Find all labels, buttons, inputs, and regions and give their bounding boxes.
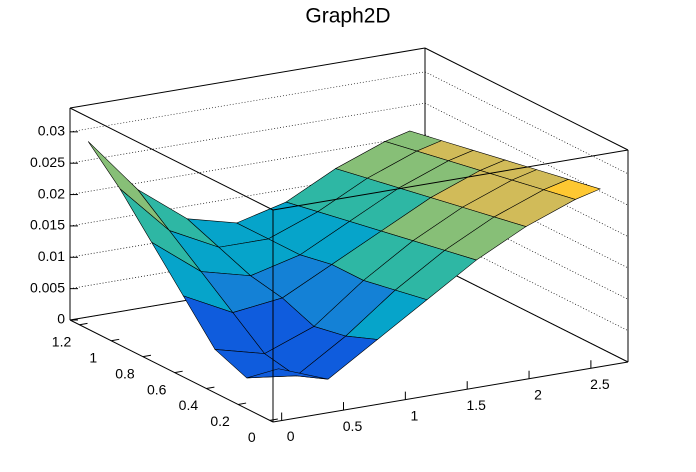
z-tick-label: 0.02 [38, 185, 65, 201]
box-edge [69, 319, 274, 423]
y-tick [111, 338, 120, 342]
y-tick-label: 0.2 [210, 413, 230, 429]
y-tick-label: 1 [89, 349, 97, 365]
x-tick-label: 2.5 [590, 376, 610, 392]
y-tick [142, 354, 152, 358]
y-tick-label: 0.8 [115, 365, 135, 381]
z-tick-label: 0.025 [30, 154, 65, 170]
y-tick [206, 386, 215, 390]
x-tick-label: 2 [534, 386, 542, 402]
surface-cell [246, 368, 329, 380]
z-tick-label: 0.005 [30, 279, 65, 295]
y-tick [79, 322, 88, 326]
y-tick [174, 370, 183, 374]
x-tick-label: 0 [287, 428, 295, 444]
y-tick-label: 0.4 [179, 397, 199, 413]
x-tick-label: 1 [410, 407, 418, 423]
y-tick [269, 418, 278, 421]
box-edge [424, 47, 629, 151]
y-tick-label: 0.6 [147, 381, 167, 397]
z-tick-label: 0.01 [38, 248, 65, 264]
z-tick-label: 0.015 [30, 217, 65, 233]
box-edge [69, 47, 426, 109]
box-edge [69, 107, 274, 211]
y-tick-label: 0 [248, 429, 256, 445]
y-tick [238, 402, 247, 405]
box-edge [272, 361, 629, 423]
box-edge [272, 149, 629, 211]
z-tick-label: 0.03 [38, 123, 65, 139]
y-tick-label: 1.2 [52, 333, 72, 349]
x-tick-label: 1.5 [466, 397, 486, 413]
box-edge [424, 259, 629, 363]
x-tick-label: 0.5 [343, 418, 363, 434]
z-tick-label: 0 [57, 311, 65, 327]
chart-title: Graph2D [305, 5, 390, 28]
